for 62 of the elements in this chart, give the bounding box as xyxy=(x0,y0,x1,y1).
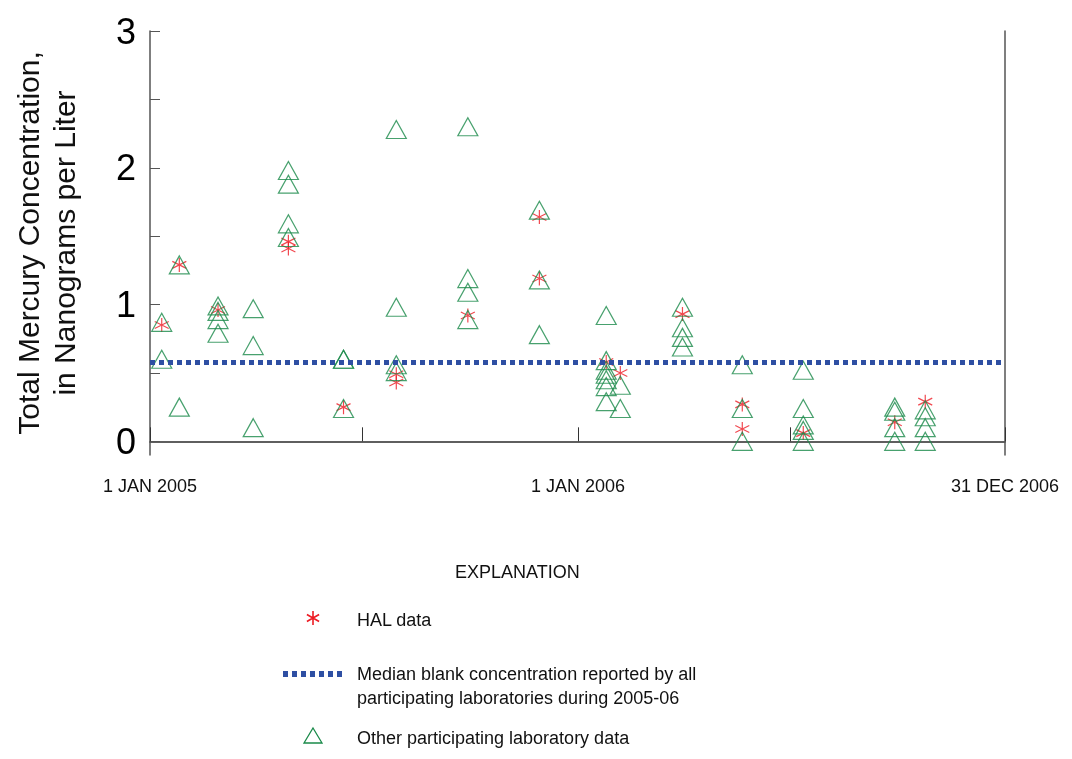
point xyxy=(528,200,550,220)
point xyxy=(612,365,628,381)
point xyxy=(671,327,694,347)
point xyxy=(385,355,407,375)
point xyxy=(792,360,814,380)
point xyxy=(595,305,617,326)
point xyxy=(914,407,936,427)
point xyxy=(671,297,694,317)
point xyxy=(207,323,229,343)
point xyxy=(731,398,753,419)
point xyxy=(528,325,550,345)
point xyxy=(595,377,617,397)
point xyxy=(277,160,299,181)
y-tick-label: 1 xyxy=(115,284,136,326)
point xyxy=(280,240,296,257)
legend-label: Other participating laboratory data xyxy=(357,727,631,750)
point xyxy=(595,392,617,412)
point xyxy=(385,119,407,140)
point xyxy=(884,418,906,438)
legend-label: Median blank concentration reported by all participating laboratories during 2005-06 xyxy=(357,663,698,710)
point xyxy=(792,398,814,419)
point xyxy=(151,312,173,332)
point xyxy=(671,318,694,338)
point xyxy=(609,375,631,395)
point xyxy=(457,309,479,330)
point xyxy=(457,268,479,289)
point xyxy=(914,431,936,451)
y-tick-label: 0 xyxy=(115,420,136,462)
point xyxy=(385,297,407,317)
point xyxy=(671,337,694,357)
point xyxy=(242,335,264,356)
x-tick-label: 31 DEC 2006 xyxy=(950,476,1060,496)
x-tick-label: 1 JAN 2006 xyxy=(531,476,626,496)
point xyxy=(388,374,404,391)
point xyxy=(277,174,299,194)
point xyxy=(242,418,264,438)
point xyxy=(457,117,479,137)
point xyxy=(277,214,299,234)
point xyxy=(609,398,631,419)
point xyxy=(457,282,479,302)
point xyxy=(792,420,814,440)
y-axis-title: Total Mercury Concentration, in Nanograms per Liter xyxy=(11,51,81,435)
point xyxy=(595,370,617,390)
point xyxy=(242,299,264,319)
point xyxy=(151,349,173,369)
point xyxy=(914,400,936,420)
point xyxy=(914,418,936,438)
point xyxy=(731,355,753,375)
point xyxy=(792,415,814,435)
point xyxy=(277,227,299,248)
y-tick-label: 2 xyxy=(115,147,136,189)
point xyxy=(792,431,814,451)
point xyxy=(207,296,229,316)
legend-label: HAL data xyxy=(357,609,433,632)
point xyxy=(168,397,190,417)
point xyxy=(734,421,750,437)
point xyxy=(884,431,906,451)
point xyxy=(207,309,229,330)
x-tick-label: 1 JAN 2005 xyxy=(102,476,198,496)
point xyxy=(731,431,753,451)
y-tick-label: 3 xyxy=(115,10,136,52)
legend-title: EXPLANATION xyxy=(455,562,580,583)
